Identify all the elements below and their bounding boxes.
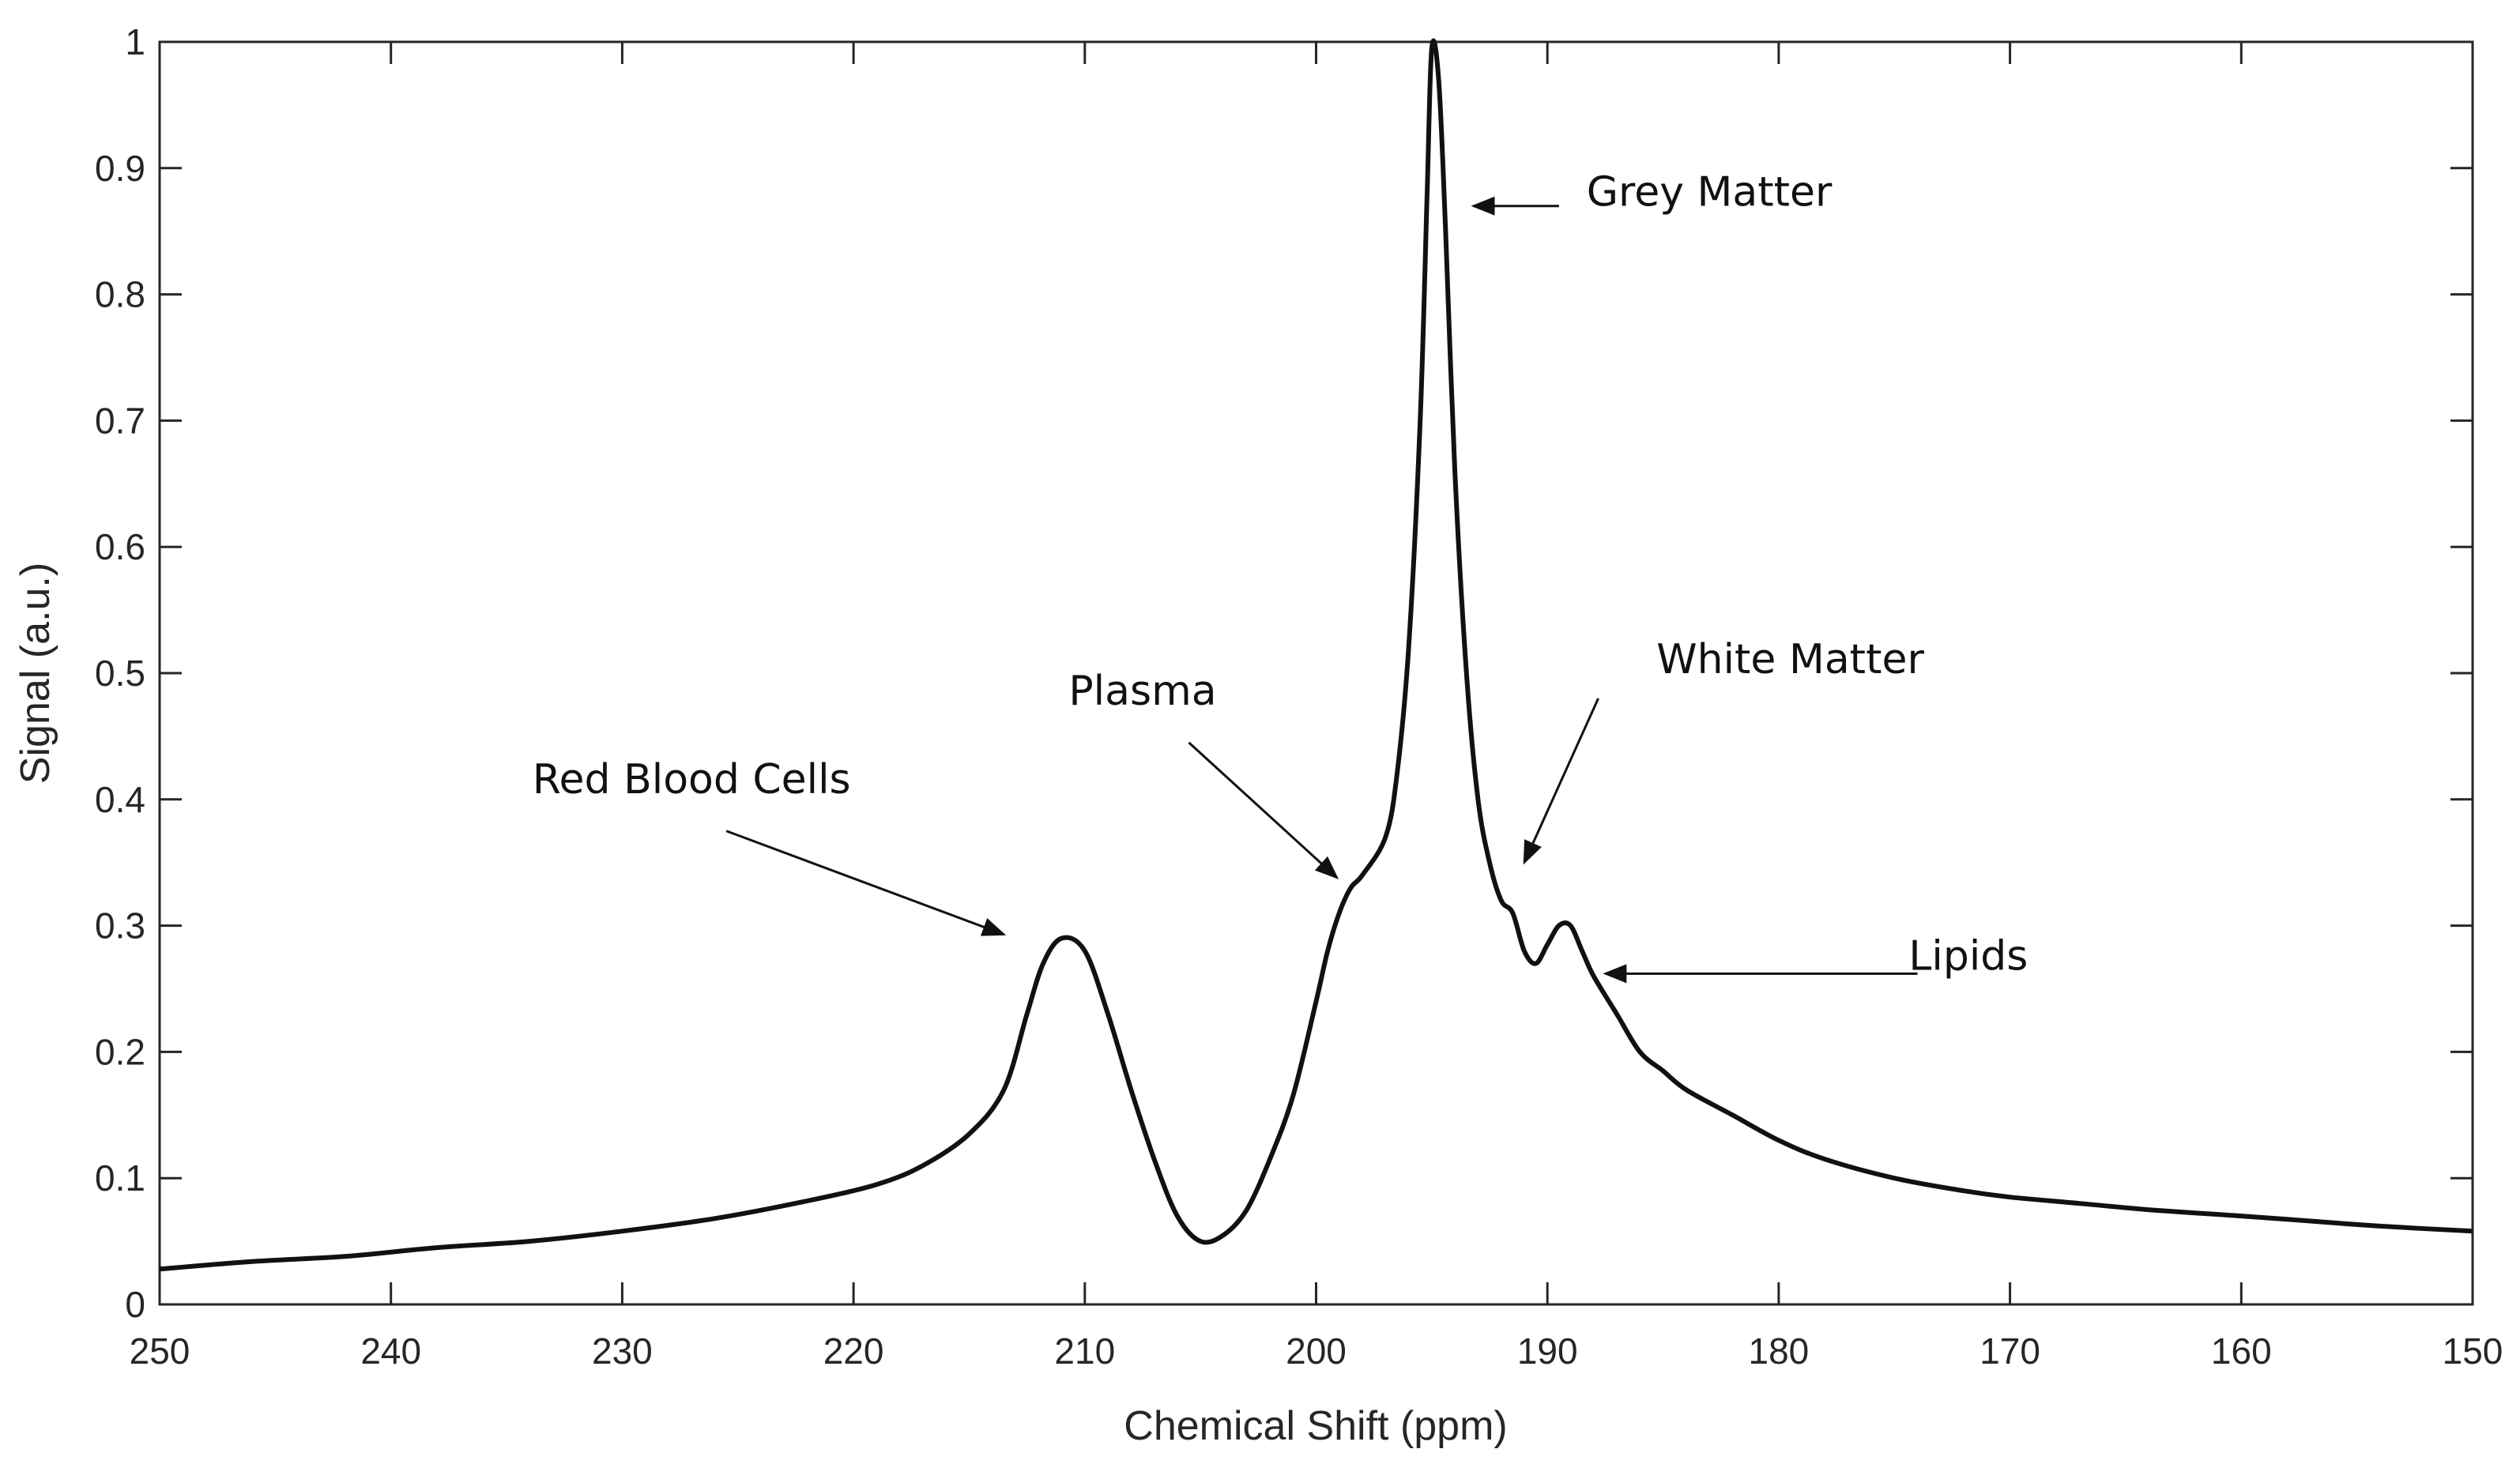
y-tick-label: 0 [125, 1284, 145, 1325]
x-tick-label: 200 [1286, 1330, 1347, 1372]
y-tick-label: 0.7 [95, 400, 145, 441]
y-tick-label: 0.6 [95, 526, 145, 567]
y-tick-label: 0.8 [95, 274, 145, 315]
series-layer [159, 38, 2473, 1272]
y-tick-label: 0.5 [95, 653, 145, 694]
x-tick-label: 220 [823, 1330, 884, 1372]
x-tick-label: 180 [1749, 1330, 1810, 1372]
x-tick-label: 230 [592, 1330, 653, 1372]
y-axis-title: Signal (a.u.) [13, 563, 58, 784]
y-tick-label: 0.2 [95, 1031, 145, 1072]
y-tick-label: 0.9 [95, 148, 145, 189]
y-tick-label: 0.1 [95, 1157, 145, 1199]
x-tick-label: 170 [1979, 1330, 2040, 1372]
x-tick-label: 250 [130, 1330, 190, 1372]
y-tick-label: 0.4 [95, 779, 145, 820]
annotation-arrow [1523, 698, 1599, 865]
series-line-0 [159, 38, 2473, 1272]
y-axis-ticks: 0 0.1 0.2 0.3 0.4 0.5 0.6 0.7 0.8 0.9 1 [95, 21, 2473, 1325]
annotation-label: Grey Matter [1587, 169, 1833, 216]
annotations-layer: Grey Matter White Matter Plasma Red Blood C… [533, 169, 2028, 984]
annotation-label: Plasma [1068, 668, 1216, 715]
x-tick-label: 210 [1054, 1330, 1115, 1372]
x-axis-ticks: 250 240 230 220 210 200 190 180 170 160 150 [130, 42, 2503, 1372]
x-tick-label: 190 [1517, 1330, 1578, 1372]
y-tick-label: 0.3 [95, 905, 145, 947]
annotation-label: Lipids [1908, 933, 2028, 980]
plot-area [158, 40, 2474, 1306]
annotation-arrow [725, 830, 1007, 936]
annotation-label: Red Blood Cells [533, 756, 851, 804]
x-tick-label: 160 [2211, 1330, 2272, 1372]
x-tick-label: 240 [360, 1330, 421, 1372]
x-tick-label: 150 [2443, 1330, 2503, 1372]
x-axis-title: Chemical Shift (ppm) [1124, 1403, 1507, 1449]
y-tick-label: 1 [125, 21, 145, 62]
annotation-label: White Matter [1656, 636, 1924, 683]
annotation-arrow [1188, 741, 1339, 879]
